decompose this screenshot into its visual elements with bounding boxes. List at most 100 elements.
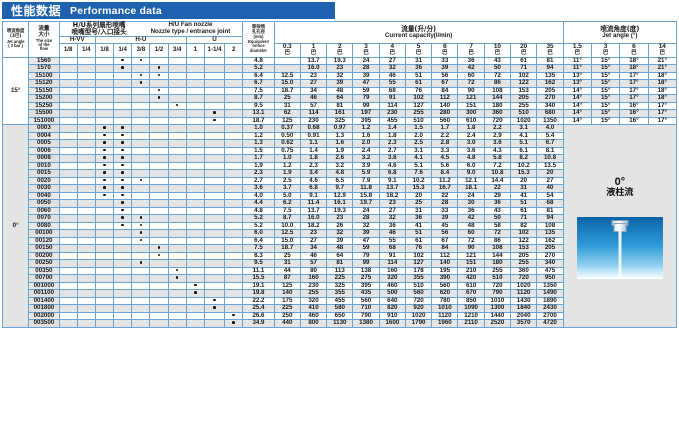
availability-empty-cell	[149, 296, 169, 306]
availability-empty-cell	[185, 131, 205, 141]
availability-empty-cell	[203, 101, 226, 111]
availability-empty-cell	[94, 319, 115, 328]
availability-empty-cell	[149, 259, 169, 268]
availability-empty-cell	[167, 124, 187, 133]
availability-empty-cell	[94, 116, 115, 126]
availability-dot-cell	[149, 251, 169, 261]
availability-empty-cell	[94, 281, 115, 291]
availability-empty-cell	[224, 71, 244, 81]
availability-empty-cell	[203, 214, 226, 223]
availability-dot-cell	[203, 304, 226, 313]
availability-empty-cell	[113, 289, 133, 298]
availability-empty-cell	[185, 71, 205, 81]
availability-empty-cell	[203, 161, 226, 171]
availability-empty-cell	[203, 199, 226, 208]
availability-empty-cell	[149, 184, 169, 193]
jet-angle-cell: 14°	[562, 116, 592, 126]
availability-empty-cell	[58, 71, 78, 81]
availability-empty-cell	[203, 146, 226, 156]
availability-empty-cell	[76, 266, 96, 276]
availability-empty-cell	[167, 86, 187, 96]
availability-empty-cell	[185, 236, 205, 246]
availability-dot-icon	[139, 261, 143, 264]
capacity-cell: 1380	[352, 319, 380, 328]
header-thread-hu-4: 3/4	[167, 43, 187, 58]
availability-empty-cell	[76, 71, 96, 81]
availability-dot-cell	[113, 176, 133, 186]
availability-empty-cell	[224, 56, 244, 66]
header-jet-angle-group: 喷流角度(度) Jet angle (°)	[562, 20, 678, 45]
availability-empty-cell	[58, 169, 78, 178]
availability-dot-icon	[121, 58, 124, 62]
availability-dot-cell	[113, 206, 133, 216]
availability-empty-cell	[58, 56, 78, 66]
availability-dot-cell	[149, 244, 169, 253]
availability-dot-cell	[113, 131, 133, 141]
availability-dot-cell	[224, 311, 244, 321]
availability-empty-cell	[224, 124, 244, 133]
availability-empty-cell	[149, 229, 169, 238]
illustration-degree-label: 0°	[614, 175, 626, 188]
availability-empty-cell	[76, 274, 96, 283]
availability-empty-cell	[76, 296, 96, 306]
availability-empty-cell	[76, 244, 96, 253]
availability-empty-cell	[149, 131, 169, 141]
availability-empty-cell	[149, 304, 169, 313]
availability-dot-cell	[224, 319, 244, 328]
availability-empty-cell	[203, 319, 226, 328]
availability-empty-cell	[167, 109, 187, 118]
capacity-cell: 2520	[483, 319, 512, 328]
availability-empty-cell	[94, 236, 115, 246]
availability-empty-cell	[58, 86, 78, 96]
model-number-cell: 003500	[28, 319, 60, 328]
availability-empty-cell	[94, 251, 115, 261]
availability-empty-cell	[185, 274, 205, 283]
header-series-hu: H-U	[94, 35, 187, 45]
availability-empty-cell	[149, 176, 169, 186]
availability-empty-cell	[76, 154, 96, 163]
availability-empty-cell	[131, 199, 151, 208]
availability-empty-cell	[131, 311, 151, 321]
availability-empty-cell	[94, 64, 115, 73]
availability-empty-cell	[185, 154, 205, 163]
availability-empty-cell	[167, 71, 187, 81]
availability-empty-cell	[203, 191, 226, 201]
availability-empty-cell	[131, 161, 151, 171]
availability-empty-cell	[203, 266, 226, 276]
availability-empty-cell	[113, 116, 133, 126]
availability-empty-cell	[131, 289, 151, 298]
availability-dot-icon	[121, 126, 124, 129]
availability-empty-cell	[167, 199, 187, 208]
availability-empty-cell	[113, 101, 133, 111]
availability-empty-cell	[113, 229, 133, 238]
availability-dot-icon	[213, 111, 216, 114]
table-row: 003500 34.9 440 800 1130 1380 1600 1790 1960 2110…	[3, 319, 677, 328]
availability-empty-cell	[167, 214, 187, 223]
header-thread-hvv-1: 1/4	[76, 43, 96, 58]
availability-empty-cell	[185, 214, 205, 223]
availability-dot-icon	[121, 163, 124, 167]
availability-empty-cell	[167, 319, 187, 328]
availability-dot-icon	[121, 193, 124, 197]
availability-empty-cell	[224, 94, 244, 103]
availability-empty-cell	[76, 116, 96, 126]
availability-dot-cell	[203, 296, 226, 306]
jet-angle-cell: 15°	[590, 116, 621, 126]
availability-empty-cell	[149, 161, 169, 171]
availability-empty-cell	[149, 101, 169, 111]
availability-empty-cell	[149, 236, 169, 246]
availability-empty-cell	[113, 281, 133, 291]
availability-empty-cell	[131, 94, 151, 103]
availability-dot-cell	[94, 146, 115, 156]
availability-empty-cell	[94, 221, 115, 231]
availability-empty-cell	[58, 79, 78, 88]
availability-dot-icon	[103, 141, 106, 144]
availability-empty-cell	[131, 184, 151, 193]
availability-empty-cell	[58, 319, 78, 328]
availability-empty-cell	[224, 236, 244, 246]
availability-empty-cell	[167, 289, 187, 298]
capacity-cell: 2110	[457, 319, 485, 328]
availability-empty-cell	[76, 259, 96, 268]
